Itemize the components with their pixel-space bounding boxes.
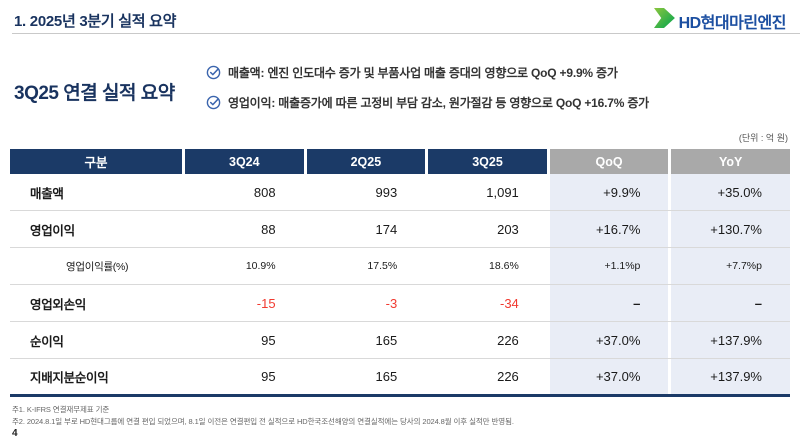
header-3q24: 3Q24 [185,149,304,174]
table-body: 매출액 808 993 1,091 +9.9% +35.0% 영업이익 88 1… [10,174,790,397]
bullet-operating-profit: 영업이익: 매출증가에 따른 고정비 부담 감소, 원가절감 등 영향으로 Qo… [206,94,649,111]
header-2q25: 2Q25 [306,149,426,174]
bullet-text: 매출액: 엔진 인도대수 증가 및 부품사업 매출 증대의 영향으로 QoQ +… [228,66,618,80]
cell-3q25: -34 [500,295,519,311]
cell-2q25: 17.5% [367,260,398,272]
table-row-non-operating: 영업외손익 -15 -3 -34 – – [10,285,790,322]
table-row-controlling-net-profit: 지배지분순이익 95 165 226 +37.0% +137.9% [10,359,790,397]
cell-3q24: 95 [261,332,276,348]
header-yoy: YoY [671,149,790,174]
table-row-revenue: 매출액 808 993 1,091 +9.9% +35.0% [10,174,790,211]
cell-yoy: +137.9% [671,359,790,394]
title-divider [12,33,800,34]
table-row-net-profit: 순이익 95 165 226 +37.0% +137.9% [10,322,790,359]
header-3q25: 3Q25 [428,149,547,174]
cell-3q24: 10.9% [245,260,276,272]
hd-green-arrow-icon [653,8,675,33]
cell-3q25: 18.6% [489,260,519,272]
footnote-2: 주2. 2024.8.1일 부로 HD현대그룹에 연결 편입 되었으며, 8.1… [12,416,514,426]
row-label: 영업이익률(%) [66,260,129,273]
row-label: 영업이익 [30,223,75,238]
cell-qoq: +16.7% [549,211,669,247]
table-row-operating-margin: 영업이익률(%) 10.9% 17.5% 18.6% +1.1%p +7.7%p [10,248,790,285]
header-qoq: QoQ [549,149,669,174]
cell-3q24: 88 [261,221,276,237]
cell-yoy: +130.7% [671,211,790,247]
page-number: 4 [12,428,18,439]
cell-3q24: -15 [256,295,276,311]
page-title: 1. 2025년 3분기 실적 요약 [14,13,177,30]
cell-qoq: +37.0% [549,359,669,394]
header-gubun: 구분 [10,149,182,174]
unit-label: (단위 : 억 원) [738,133,788,143]
cell-qoq: – [549,285,669,321]
cell-yoy: – [671,285,790,321]
cell-yoy: +35.0% [671,174,790,210]
bullet-revenue: 매출액: 엔진 인도대수 증가 및 부품사업 매출 증대의 영향으로 QoQ +… [206,64,649,81]
row-label: 지배지분순이익 [30,371,109,385]
footnote-1: 주1. K-IFRS 연결재무제표 기준 [12,405,110,414]
cell-2q25: 165 [375,332,398,348]
cell-3q24: 808 [253,184,276,200]
cell-yoy: +137.9% [671,322,790,358]
table-row-operating-profit: 영업이익 88 174 203 +16.7% +130.7% [10,211,790,248]
cell-qoq: +37.0% [549,322,669,358]
section-heading: 3Q25 연결 실적 요약 [14,83,175,104]
footnotes: 주1. K-IFRS 연결재무제표 기준 주2. 2024.8.1일 부로 HD… [12,404,514,427]
bullet-text: 영업이익: 매출증가에 따른 고정비 부담 감소, 원가절감 등 영향으로 Qo… [228,96,649,110]
cell-2q25: 165 [375,369,398,384]
cell-3q25: 226 [497,369,519,384]
row-label: 영업외손익 [30,297,87,312]
check-circle-icon [206,65,221,80]
table-header: 구분 3Q24 2Q25 3Q25 QoQ YoY [10,149,790,174]
cell-3q24: 95 [261,369,276,384]
cell-2q25: 993 [375,184,398,200]
cell-qoq: +1.1%p [549,248,669,284]
row-label: 순이익 [30,334,64,349]
logo-text: HD현대마린엔진 [678,14,787,32]
cell-2q25: -3 [385,295,398,311]
cell-3q25: 203 [497,221,519,237]
cell-3q25: 1,091 [486,184,519,200]
check-circle-icon [206,95,221,110]
cell-yoy: +7.7%p [671,248,790,284]
results-table: 구분 3Q24 2Q25 3Q25 QoQ YoY 매출액 808 993 1,… [10,149,790,397]
company-logo: HD현대마린엔진 [653,8,787,33]
summary-bullets: 매출액: 엔진 인도대수 증가 및 부품사업 매출 증대의 영향으로 QoQ +… [206,64,649,111]
cell-qoq: +9.9% [549,174,669,210]
cell-2q25: 174 [375,221,398,237]
row-label: 매출액 [30,186,64,201]
cell-3q25: 226 [497,332,519,348]
